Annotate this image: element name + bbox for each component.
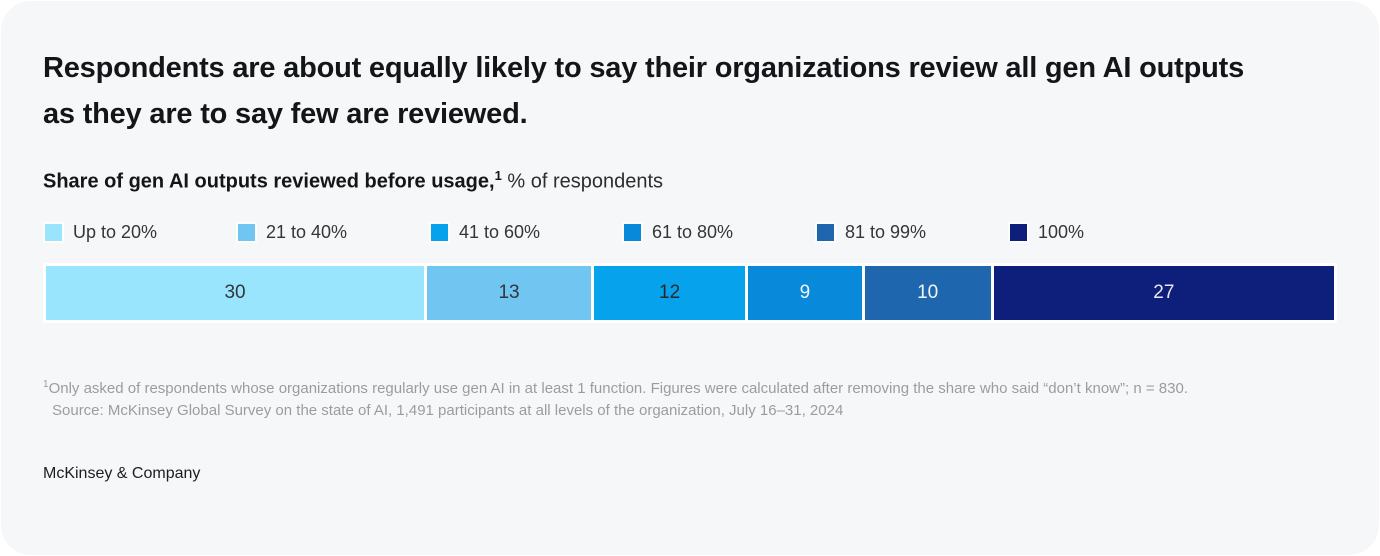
legend-swatch-icon	[43, 221, 64, 243]
legend-item: 100%	[1008, 221, 1201, 243]
chart-subtitle: Share of gen AI outputs reviewed before …	[43, 168, 1337, 194]
legend-label: 100%	[1038, 221, 1085, 242]
legend: Up to 20% 21 to 40% 41 to 60% 61 to 80% 81 t…	[43, 221, 1337, 243]
legend-label: Up to 20%	[73, 221, 158, 242]
legend-label: 81 to 99%	[845, 221, 927, 242]
legend-item: 21 to 40%	[236, 221, 429, 243]
subtitle-footnote-marker: 1	[494, 168, 502, 183]
page-title: Respondents are about equally likely to …	[43, 52, 1245, 130]
bar-segment-61-to-80-: 9	[748, 265, 862, 320]
legend-swatch-icon	[1008, 221, 1029, 243]
bar-segment-21-to-40-: 13	[427, 265, 591, 320]
legend-item: 41 to 60%	[429, 221, 622, 243]
legend-item: Up to 20%	[43, 221, 236, 243]
legend-swatch-icon	[815, 221, 836, 243]
footnote-marker: 1	[43, 378, 49, 390]
legend-label: 21 to 40%	[266, 221, 348, 242]
footnote: 1Only asked of respondents whose organiz…	[43, 374, 1293, 399]
chart-subtitle-bold: Share of gen AI outputs reviewed before …	[43, 170, 495, 193]
legend-label: 41 to 60%	[459, 221, 541, 242]
legend-item: 61 to 80%	[622, 221, 815, 243]
legend-label: 61 to 80%	[652, 221, 734, 242]
legend-swatch-icon	[622, 221, 643, 243]
footnote-block: 1Only asked of respondents whose organiz…	[43, 374, 1293, 421]
mckinsey-logo: McKinsey & Company	[43, 464, 201, 482]
legend-item: 81 to 99%	[815, 221, 1008, 243]
chart-subtitle-unit: % of respondents	[501, 170, 664, 193]
legend-swatch-icon	[236, 221, 257, 243]
stacked-bar: 30 13 12 9 10 27	[43, 262, 1337, 323]
legend-swatch-icon	[429, 221, 450, 243]
bar-segment-41-to-60-: 12	[593, 265, 746, 320]
bar-segment-81-to-99-: 10	[864, 265, 991, 320]
source-line: Source: McKinsey Global Survey on the st…	[52, 401, 844, 419]
bar-segment-up-to-20-: 30	[46, 265, 425, 320]
footnote-text: Only asked of respondents whose organiza…	[48, 379, 1188, 397]
bar-segment-100-: 27	[993, 265, 1335, 320]
